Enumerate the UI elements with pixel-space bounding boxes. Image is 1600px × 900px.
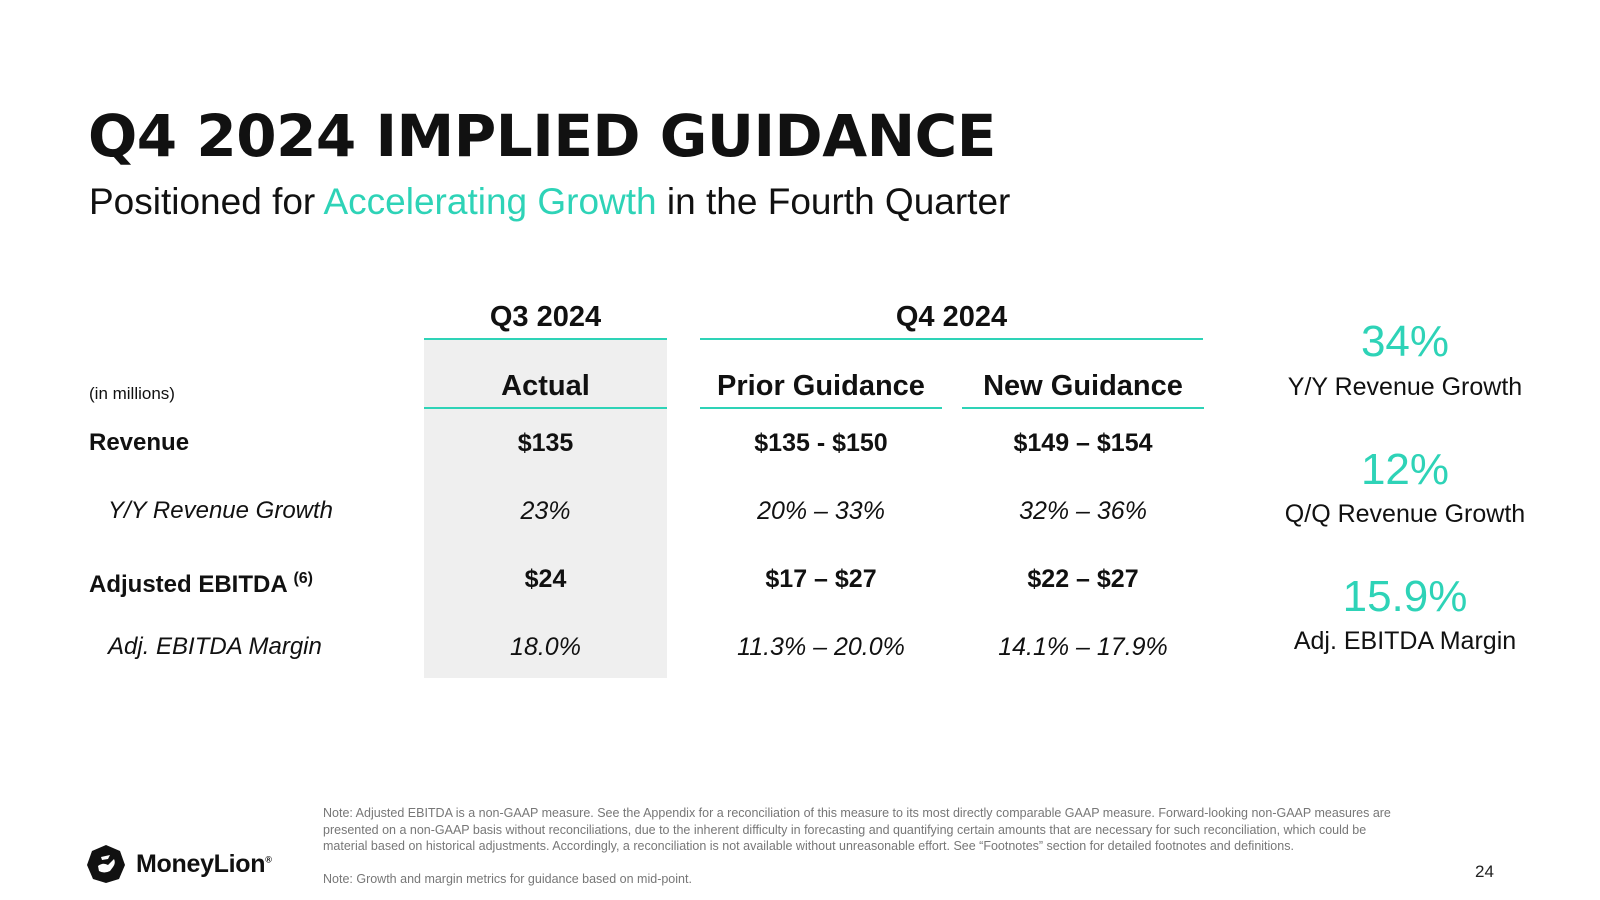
cell-adj-ebitda-new: $22 – $27	[1027, 565, 1139, 593]
subtitle-prefix: Positioned for	[89, 181, 324, 222]
units-label: (in millions)	[89, 384, 175, 403]
moneylion-logo: MoneyLion®	[86, 844, 272, 884]
slide-subtitle: Positioned for Accelerating Growth in th…	[89, 180, 1010, 224]
row-label-yy-growth: Y/Y Revenue Growth	[108, 497, 334, 524]
kpi-value-qq-growth: 12%	[1360, 445, 1450, 494]
kpi-label-ebitda-margin: Adj. EBITDA Margin	[1293, 627, 1517, 655]
footnote-adjusted-ebitda: Note: Adjusted EBITDA is a non-GAAP meas…	[323, 806, 1391, 853]
registered-mark: ®	[265, 854, 272, 865]
actual-column-shade	[424, 340, 667, 678]
cell-ebitda-margin-new: 14.1% – 17.9%	[998, 633, 1168, 661]
kpi-value-ebitda-margin: 15.9%	[1342, 572, 1468, 621]
prior-col-rule	[700, 407, 942, 409]
cell-adj-ebitda-prior: $17 – $27	[765, 565, 877, 593]
adj-ebitda-text: Adjusted EBITDA	[89, 571, 287, 598]
group-header-q3: Q3 2024	[489, 301, 602, 333]
cell-ebitda-margin-prior: 11.3% – 20.0%	[737, 633, 905, 661]
col-header-new: New Guidance	[983, 370, 1183, 402]
cell-ebitda-margin-actual: 18.0%	[510, 633, 581, 661]
lion-icon	[87, 845, 125, 883]
cell-yy-growth-prior: 20% – 33%	[757, 497, 885, 525]
cell-revenue-new: $149 – $154	[1013, 429, 1153, 457]
brand-name-text: MoneyLion	[136, 849, 266, 878]
row-label-adj-ebitda: Adjusted EBITDA (6)	[89, 564, 313, 600]
footnote-guidance-midpoint: Note: Growth and margin metrics for guid…	[323, 872, 692, 886]
cell-revenue-prior: $135 - $150	[754, 429, 888, 457]
q3-header-rule	[424, 338, 667, 340]
brand-name: MoneyLion®	[136, 850, 272, 879]
kpi-label-yy-growth: Y/Y Revenue Growth	[1287, 373, 1523, 401]
kpi-value-yy-growth: 34%	[1360, 317, 1450, 366]
kpi-label-qq-growth: Q/Q Revenue Growth	[1284, 500, 1526, 528]
page-number: 24	[1475, 862, 1494, 881]
col-header-actual: Actual	[501, 370, 590, 402]
subtitle-suffix: in the Fourth Quarter	[656, 181, 1011, 222]
q4-header-rule	[700, 338, 1203, 340]
cell-revenue-actual: $135	[517, 429, 574, 457]
col-header-prior: Prior Guidance	[717, 370, 925, 402]
slide-title: Q4 2024 IMPLIED GUIDANCE	[88, 102, 996, 170]
cell-adj-ebitda-actual: $24	[524, 565, 567, 593]
cell-yy-growth-actual: 23%	[520, 497, 571, 525]
subtitle-accent: Accelerating Growth	[323, 181, 657, 222]
new-col-rule	[962, 407, 1204, 409]
cell-yy-growth-new: 32% – 36%	[1019, 497, 1147, 525]
row-label-revenue: Revenue	[89, 429, 190, 456]
footnote-ref: (6)	[293, 570, 314, 587]
row-label-ebitda-margin: Adj. EBITDA Margin	[108, 633, 322, 660]
group-header-q4: Q4 2024	[895, 301, 1008, 333]
actual-col-rule	[424, 407, 667, 409]
